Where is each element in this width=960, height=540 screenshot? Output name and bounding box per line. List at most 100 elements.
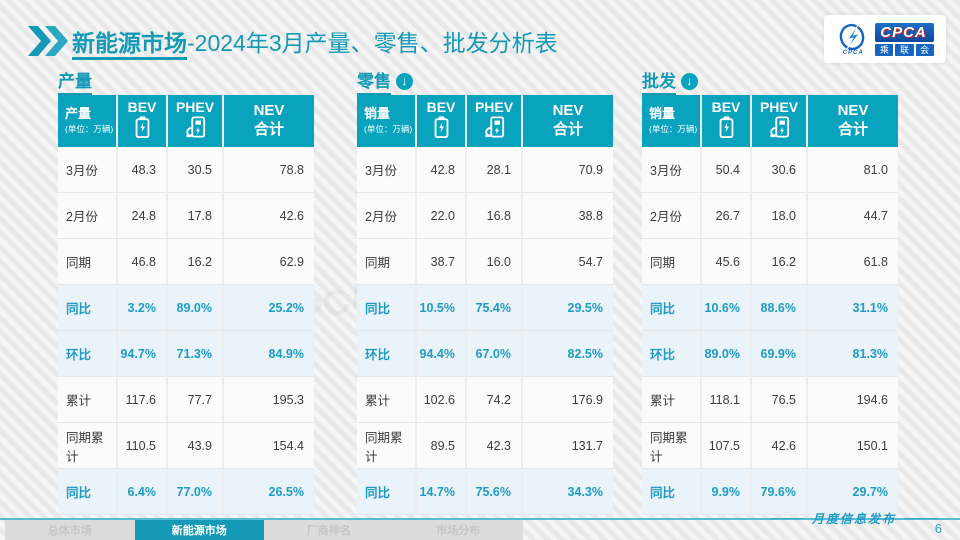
row-label: 同比 [642, 285, 702, 331]
header-cell-bev: BEV [702, 95, 752, 147]
phev-label: PHEV [175, 98, 215, 115]
table-header-row: 产量 (单位：万辆) BEV PHEV NEV 合计 [58, 95, 314, 147]
header-cell-bev: BEV [118, 95, 168, 147]
value-cell: 25.2% [224, 285, 314, 331]
row-label: 环比 [58, 331, 118, 377]
value-cell: 17.8 [168, 193, 224, 239]
value-cell: 29.7% [808, 469, 898, 515]
row-label: 同期 [357, 239, 417, 285]
page-title: 新能源市场-2024年3月产量、零售、批发分析表 [72, 24, 558, 60]
value-cell: 42.6 [224, 193, 314, 239]
production-panel: 产量 产量 (单位：万辆) BEV PHEV [58, 70, 314, 515]
header-cell-label: 产量 (单位：万辆) [58, 95, 118, 147]
value-cell: 71.3% [168, 331, 224, 377]
table-row: 环比 94.7% 71.3% 84.9% [58, 331, 314, 377]
value-cell: 54.7 [523, 239, 613, 285]
battery-icon [434, 115, 448, 138]
row-label: 同比 [357, 285, 417, 331]
charging-station-icon [186, 115, 206, 138]
section-title-text: 批发 [642, 67, 676, 95]
value-cell: 88.6% [752, 285, 808, 331]
tab-overall-market[interactable]: 总体市场 [47, 525, 92, 537]
table-row: 3月份 48.3 30.5 78.8 [58, 147, 314, 193]
row-label: 同期累计 [58, 423, 118, 469]
value-cell: 82.5% [523, 331, 613, 377]
nev-label: NEV [253, 102, 285, 120]
value-cell: 18.0 [752, 193, 808, 239]
value-cell: 16.2 [752, 239, 808, 285]
tab-manufacturer-ranking[interactable]: 厂商排名 [306, 525, 351, 537]
battery-icon [719, 115, 733, 138]
value-cell: 3.2% [118, 285, 168, 331]
value-cell: 48.3 [118, 147, 168, 193]
phev-label: PHEV [759, 98, 799, 115]
header-cell-phev: PHEV [168, 95, 224, 147]
value-cell: 26.5% [224, 469, 314, 515]
value-cell: 67.0% [467, 331, 523, 377]
wholesale-panel: 批发 ↓ 销量 (单位：万辆) BEV PHEV [642, 70, 898, 515]
cpca-emblem-icon: CPCA [836, 22, 870, 56]
bev-label: BEV [426, 98, 456, 115]
header-label: 销量 [649, 105, 676, 121]
value-cell: 81.0 [808, 147, 898, 193]
value-cell: 77.7 [168, 377, 224, 423]
production-table: 产量 (单位：万辆) BEV PHEV NEV 合计 [58, 95, 314, 515]
value-cell: 38.7 [417, 239, 467, 285]
cpca-chinese-name: 乘 联 会 [875, 43, 934, 56]
row-label: 累计 [58, 377, 118, 423]
value-cell: 10.5% [417, 285, 467, 331]
value-cell: 29.5% [523, 285, 613, 331]
row-label: 环比 [357, 331, 417, 377]
table-row: 环比 94.4% 67.0% 82.5% [357, 331, 613, 377]
table-row: 同比 3.2% 89.0% 25.2% [58, 285, 314, 331]
value-cell: 89.0% [702, 331, 752, 377]
table-row: 同期累计 110.5 43.9 154.4 [58, 423, 314, 469]
value-cell: 94.7% [118, 331, 168, 377]
table-row: 累计 118.1 76.5 194.6 [642, 377, 898, 423]
section-title-wholesale: 批发 ↓ [642, 67, 898, 95]
value-cell: 118.1 [702, 377, 752, 423]
tab-nev-market[interactable]: 新能源市场 [134, 520, 264, 540]
table-row: 同期 46.8 16.2 62.9 [58, 239, 314, 285]
value-cell: 9.9% [702, 469, 752, 515]
table-header-row: 销量 (单位：万辆) BEV PHEV NEV 合计 [642, 95, 898, 147]
value-cell: 89.5 [417, 423, 467, 469]
header-cell-nev: NEV 合计 [224, 95, 314, 147]
value-cell: 34.3% [523, 469, 613, 515]
table-row: 累计 117.6 77.7 195.3 [58, 377, 314, 423]
header-cell-label: 销量 (单位：万辆) [642, 95, 702, 147]
row-label: 2月份 [642, 193, 702, 239]
value-cell: 195.3 [224, 377, 314, 423]
value-cell: 84.9% [224, 331, 314, 377]
bev-label: BEV [127, 98, 157, 115]
charging-station-icon [485, 115, 505, 138]
phev-label: PHEV [474, 98, 514, 115]
header-cell-bev: BEV [417, 95, 467, 147]
table-row: 同期 45.6 16.2 61.8 [642, 239, 898, 285]
bev-label: BEV [711, 98, 741, 115]
row-label: 同比 [357, 469, 417, 515]
cpca-wordmark: CPCA 乘 联 会 [875, 22, 934, 56]
value-cell: 150.1 [808, 423, 898, 469]
value-cell: 42.3 [467, 423, 523, 469]
value-cell: 176.9 [523, 377, 613, 423]
table-header-row: 销量 (单位：万辆) BEV PHEV NEV 合计 [357, 95, 613, 147]
retail-table: 销量 (单位：万辆) BEV PHEV NEV 合计 [357, 95, 613, 515]
footer-caption: 月度信息发布 [769, 510, 938, 527]
value-cell: 46.8 [118, 239, 168, 285]
tab-market-distribution[interactable]: 市场分布 [436, 525, 481, 537]
section-title-text: 零售 [357, 67, 391, 95]
table-row: 累计 102.6 74.2 176.9 [357, 377, 613, 423]
row-label: 同比 [58, 469, 118, 515]
wholesale-table: 销量 (单位：万辆) BEV PHEV NEV 合计 [642, 95, 898, 515]
value-cell: 10.6% [702, 285, 752, 331]
value-cell: 77.0% [168, 469, 224, 515]
row-label: 同比 [642, 469, 702, 515]
table-row: 同比 10.6% 88.6% 31.1% [642, 285, 898, 331]
row-label: 3月份 [357, 147, 417, 193]
value-cell: 22.0 [417, 193, 467, 239]
cpca-char: 乘 [875, 43, 894, 56]
section-title-production: 产量 [58, 70, 314, 95]
retail-panel: 零售 ↓ 销量 (单位：万辆) BEV PHEV [357, 70, 613, 515]
row-label: 累计 [357, 377, 417, 423]
